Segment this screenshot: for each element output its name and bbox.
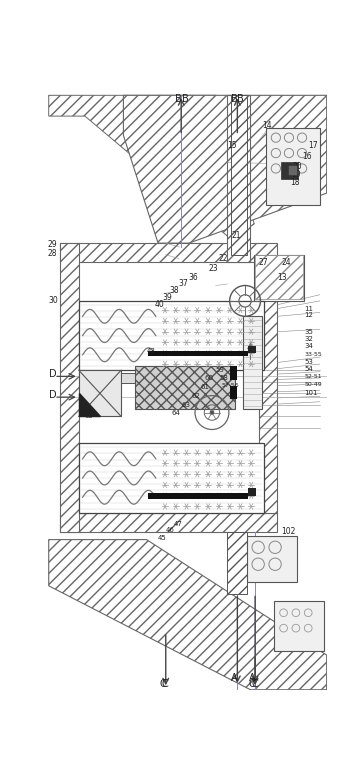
Text: 43: 43 <box>147 348 155 354</box>
Bar <box>248 488 256 496</box>
Text: 16: 16 <box>302 152 312 160</box>
Text: C: C <box>159 680 166 689</box>
Text: 58: 58 <box>219 375 229 381</box>
Text: 19: 19 <box>291 170 301 179</box>
Text: 11: 11 <box>304 305 313 312</box>
Bar <box>79 370 121 416</box>
Text: 60: 60 <box>204 375 213 381</box>
Text: C: C <box>249 680 256 689</box>
Text: 47: 47 <box>174 522 182 527</box>
Text: 57·56: 57·56 <box>222 383 240 388</box>
Text: 63: 63 <box>181 402 190 408</box>
Text: 20: 20 <box>293 163 302 171</box>
Polygon shape <box>60 512 277 532</box>
Bar <box>274 601 324 651</box>
Text: 28: 28 <box>48 249 58 257</box>
Text: B: B <box>182 94 189 104</box>
Text: 45: 45 <box>158 535 167 541</box>
Text: 62: 62 <box>191 394 200 399</box>
Bar <box>79 443 264 512</box>
Text: C: C <box>252 680 258 689</box>
Text: 64: 64 <box>171 409 180 415</box>
Bar <box>243 316 262 408</box>
Text: 21: 21 <box>231 231 241 240</box>
Text: 39: 39 <box>162 293 172 302</box>
Bar <box>289 166 297 175</box>
Polygon shape <box>49 539 327 690</box>
Polygon shape <box>255 256 303 299</box>
Text: 22: 22 <box>219 254 228 263</box>
Text: A: A <box>249 673 255 684</box>
Text: 54: 54 <box>304 366 313 372</box>
Text: 17: 17 <box>308 141 318 150</box>
Bar <box>148 494 248 499</box>
Text: 34: 34 <box>304 343 313 349</box>
Text: 32: 32 <box>304 336 313 343</box>
Bar <box>135 367 235 408</box>
Text: 35: 35 <box>304 329 313 335</box>
Bar <box>248 346 256 353</box>
Bar <box>266 128 320 205</box>
Polygon shape <box>60 243 277 263</box>
Polygon shape <box>228 532 247 594</box>
Polygon shape <box>231 95 247 255</box>
Bar <box>281 162 298 179</box>
Text: B: B <box>237 94 244 104</box>
Text: 61: 61 <box>201 384 209 390</box>
Text: 101: 101 <box>304 391 318 396</box>
Text: 38: 38 <box>170 287 179 295</box>
Text: 29: 29 <box>48 240 58 250</box>
Text: 13: 13 <box>277 274 287 282</box>
Text: 50·49: 50·49 <box>304 381 322 387</box>
Bar <box>79 301 264 370</box>
Text: 27: 27 <box>258 258 268 267</box>
Text: 24: 24 <box>281 258 291 267</box>
Text: 40: 40 <box>154 300 164 309</box>
Text: C: C <box>162 680 169 689</box>
Text: 33·55: 33·55 <box>304 353 322 357</box>
Polygon shape <box>123 95 327 243</box>
Bar <box>254 255 304 301</box>
Text: 18: 18 <box>290 177 299 187</box>
Circle shape <box>210 410 214 415</box>
Text: 46: 46 <box>166 527 175 533</box>
Bar <box>230 386 237 399</box>
Bar <box>148 351 248 356</box>
Text: B: B <box>231 94 238 104</box>
Text: 53: 53 <box>304 360 313 366</box>
Text: 36: 36 <box>189 274 199 282</box>
Text: B: B <box>175 94 182 104</box>
Text: D: D <box>49 390 56 400</box>
Text: 30: 30 <box>48 296 58 305</box>
Text: 102: 102 <box>281 528 296 536</box>
Text: D: D <box>49 369 56 379</box>
Text: 15: 15 <box>228 141 237 150</box>
Polygon shape <box>60 243 79 532</box>
Text: 14: 14 <box>262 121 272 130</box>
Text: 65: 65 <box>85 413 94 419</box>
Polygon shape <box>228 95 250 263</box>
Polygon shape <box>259 263 277 512</box>
Bar <box>230 367 237 381</box>
Text: 23: 23 <box>208 264 218 273</box>
Text: 59: 59 <box>216 367 225 374</box>
Bar <box>247 536 297 582</box>
Bar <box>121 373 135 384</box>
Text: 12: 12 <box>304 312 313 318</box>
Polygon shape <box>49 95 254 239</box>
Text: A: A <box>231 673 238 684</box>
Text: 52·51: 52·51 <box>304 374 322 379</box>
Polygon shape <box>79 393 99 416</box>
Text: 37: 37 <box>179 280 189 288</box>
